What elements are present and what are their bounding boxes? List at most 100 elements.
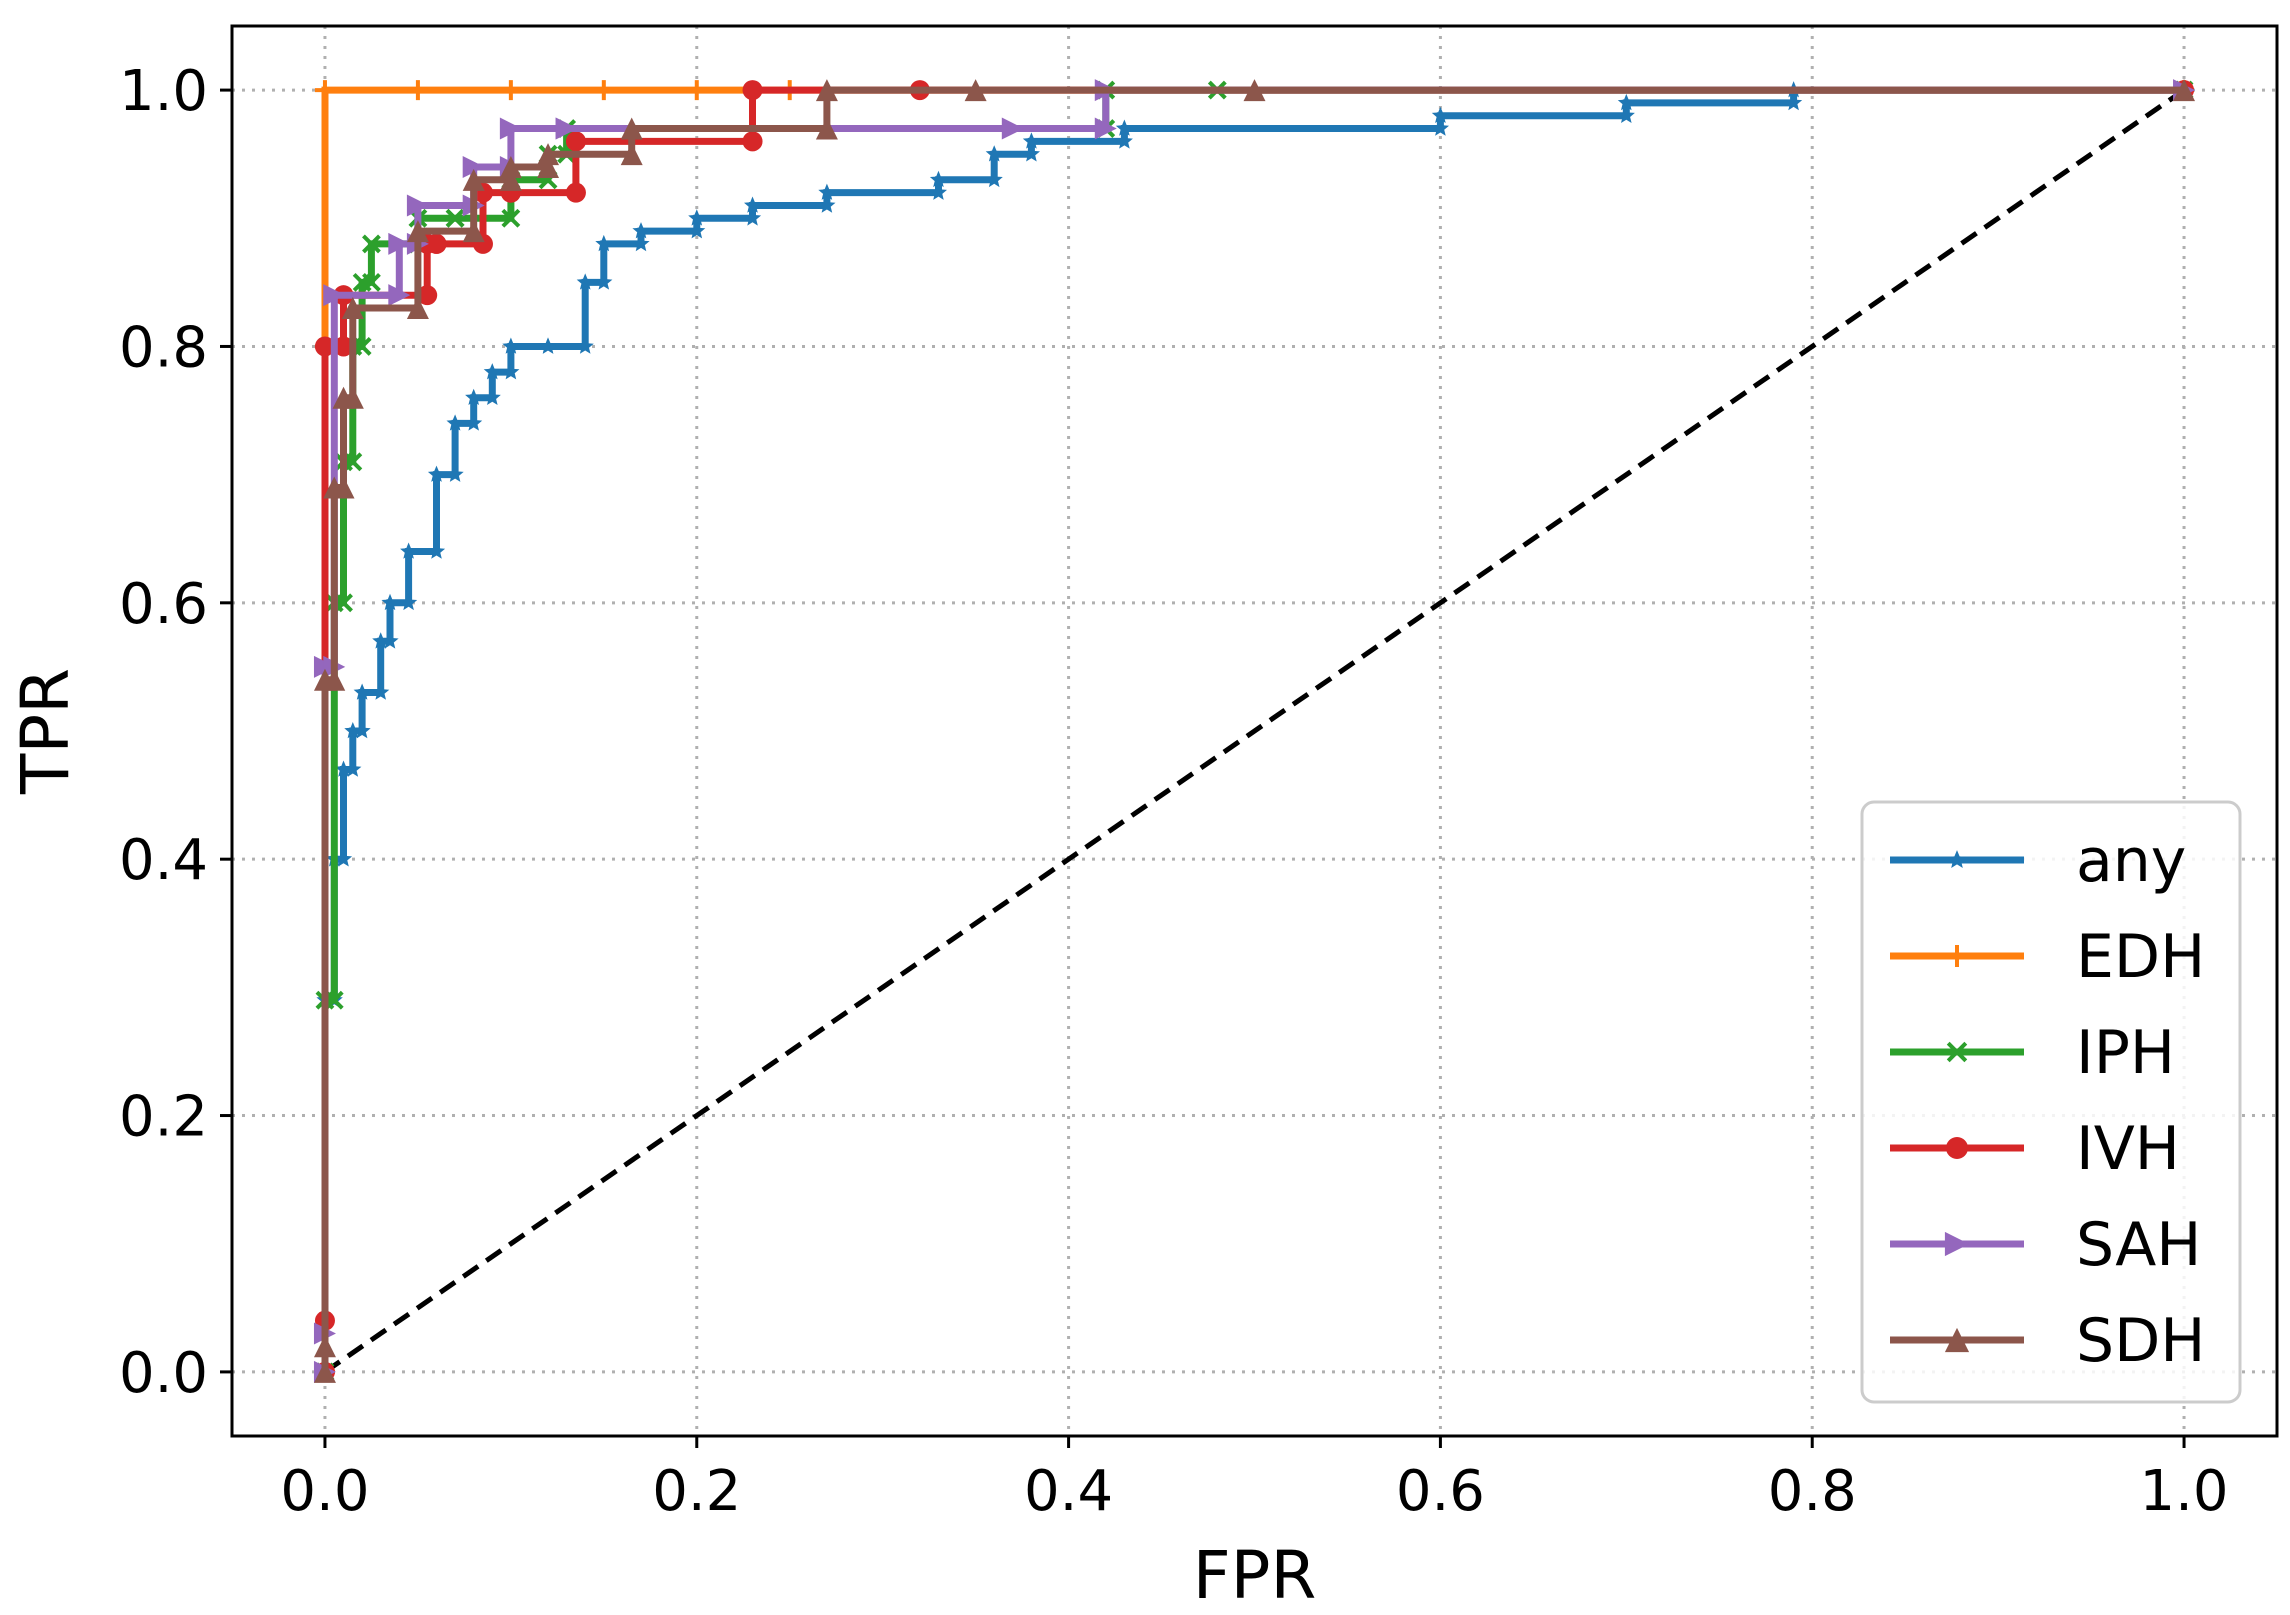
data-point-sah — [1094, 117, 1117, 140]
data-point-sah — [1001, 117, 1024, 140]
data-point-sah — [462, 156, 485, 178]
data-point-any — [502, 337, 520, 354]
data-point-ivh — [426, 233, 447, 254]
legend-label: IVH — [2076, 1114, 2180, 1184]
data-point-ivh — [333, 336, 354, 357]
data-point-any — [539, 337, 557, 354]
data-point-any — [353, 683, 371, 700]
data-point-sdh — [620, 117, 643, 140]
data-point-sah — [406, 194, 429, 217]
legend-label: SDH — [2076, 1306, 2205, 1376]
data-point-any — [400, 542, 418, 559]
data-point-edh — [314, 80, 335, 101]
series-group — [313, 79, 2196, 1383]
data-point-any — [502, 363, 520, 380]
legend-entry-ivh: IVH — [1890, 1114, 2180, 1184]
data-point-any — [1617, 93, 1635, 111]
data-point-sah — [555, 117, 578, 140]
data-point-sah — [388, 284, 411, 307]
data-point-any — [465, 388, 483, 405]
data-point-any — [632, 234, 650, 252]
data-point-ivh — [742, 131, 763, 152]
data-point-iph — [334, 593, 353, 613]
legend-label: any — [2076, 826, 2186, 896]
y-tick-label: 0.0 — [119, 1341, 208, 1406]
data-point-any — [372, 632, 390, 649]
legend-entry-edh: EDH — [1890, 922, 2205, 992]
data-point-any — [483, 388, 501, 405]
data-point-iph — [324, 990, 344, 1010]
data-point-sdh — [462, 168, 485, 191]
data-point-any — [1617, 106, 1635, 123]
x-tick-label: 0.0 — [280, 1459, 369, 1524]
data-point-sah — [388, 232, 411, 255]
legend-label: SAH — [2076, 1210, 2201, 1280]
data-point-edh — [407, 80, 428, 101]
y-tick-label: 0.8 — [119, 315, 208, 380]
data-point-any — [1431, 119, 1449, 136]
legend-entry-sdh: SDH — [1890, 1306, 2205, 1376]
data-point-ivh — [742, 80, 763, 101]
x-tick-label: 1.0 — [2140, 1459, 2229, 1524]
x-axis-label: FPR — [1193, 1537, 1317, 1614]
data-point-edh — [686, 80, 707, 101]
y-axis-label: TPR — [7, 668, 84, 795]
data-point-any — [744, 196, 762, 213]
data-point-any — [1022, 145, 1040, 162]
data-point-sdh — [620, 143, 643, 166]
data-point-sdh — [815, 79, 838, 102]
data-point-sdh — [313, 1360, 336, 1383]
data-point-any — [381, 593, 399, 611]
data-point-any — [446, 465, 464, 482]
data-point-any — [344, 722, 362, 739]
data-point-any — [446, 414, 464, 431]
data-point-any — [632, 222, 650, 239]
data-point-any — [427, 542, 446, 559]
data-point-any — [400, 593, 418, 611]
data-point-sdh — [341, 386, 364, 409]
ticks: 0.0 0.2 0.4 0.6 0.8 1.0 0.0 0.2 0.4 0.6 0.8 1.0 — [119, 59, 2229, 1524]
data-point-any — [595, 273, 613, 290]
data-point-iph — [501, 208, 521, 228]
data-point-sdh — [537, 143, 560, 166]
series-sdh — [313, 79, 2196, 1383]
data-point-sdh — [313, 1335, 336, 1358]
chance-line-group — [323, 88, 2186, 1374]
data-point-sdh — [499, 168, 522, 191]
data-point-ivh — [565, 182, 586, 203]
data-point-any — [335, 760, 353, 777]
data-point-sdh — [323, 668, 346, 691]
legend-entry-sah: SAH — [1890, 1210, 2201, 1280]
data-point-sdh — [537, 156, 560, 178]
data-point-sdh — [499, 156, 522, 178]
data-point-any — [335, 850, 353, 867]
data-point-ivh — [417, 285, 438, 306]
data-point-any — [465, 414, 483, 431]
data-point-any — [1431, 106, 1449, 123]
y-tick-label: 1.0 — [119, 59, 208, 124]
x-tick-label: 0.4 — [1024, 1459, 1113, 1524]
data-point-sdh — [332, 476, 355, 499]
y-tick-label: 0.6 — [119, 572, 208, 637]
data-point-any — [576, 337, 594, 354]
data-point-any — [688, 209, 706, 226]
data-point-any — [818, 196, 836, 213]
y-tick-label: 0.2 — [119, 1085, 208, 1150]
series-line-any — [321, 86, 2184, 1372]
data-point-any — [1785, 93, 1803, 111]
data-point-any — [1115, 119, 1133, 136]
chance-line — [323, 88, 2186, 1374]
legend: any EDH IPH IVH SAH SDH — [1860, 800, 2242, 1404]
legend-marker-icon — [1947, 850, 1967, 868]
data-point-any — [1022, 132, 1040, 149]
data-point-any — [1115, 132, 1133, 149]
data-point-any — [576, 273, 594, 290]
data-point-any — [427, 465, 446, 482]
data-point-any — [381, 632, 399, 649]
data-point-any — [818, 183, 836, 200]
data-point-ivh — [565, 131, 586, 152]
data-point-sdh — [815, 117, 838, 140]
data-point-any — [929, 183, 947, 200]
legend-marker-icon — [1946, 945, 1968, 967]
